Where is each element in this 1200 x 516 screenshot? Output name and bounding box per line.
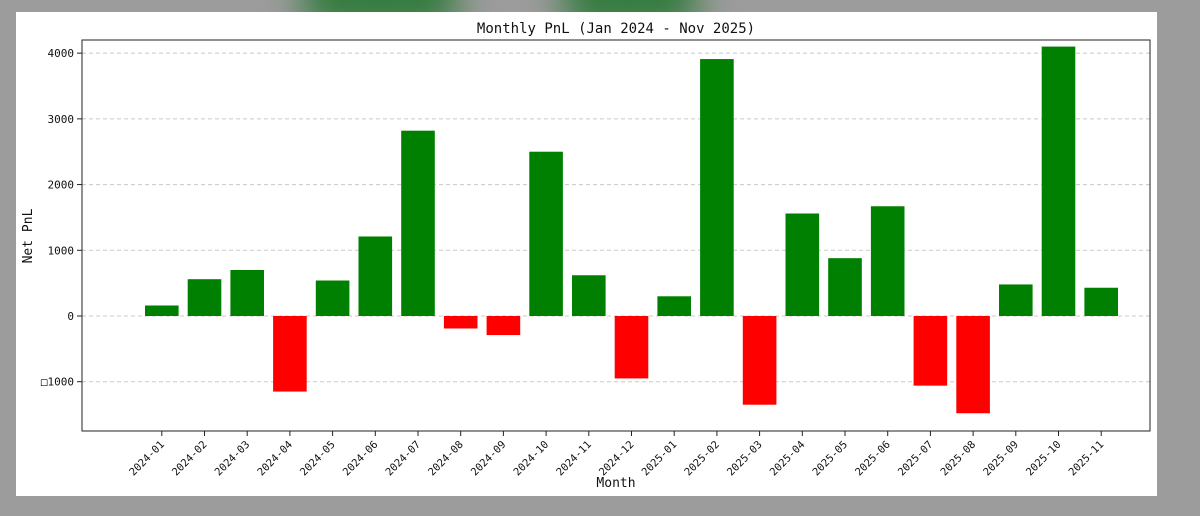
bar-2024-02: [187, 279, 222, 316]
x-tick-label: 2025-08: [938, 439, 978, 479]
x-axis-label: Month: [596, 476, 635, 491]
bar-2024-08: [443, 316, 478, 329]
x-tick-label: 2025-05: [810, 439, 850, 479]
bar-2024-04: [273, 316, 307, 392]
x-tick-label: 2024-06: [341, 439, 381, 479]
x-tick-label: 2024-01: [127, 439, 167, 479]
chart-card: □1000 0 1000 2000 3000 4000 2024-01 2024-02 202…: [16, 12, 1157, 496]
x-tick-label: 2025-10: [1024, 439, 1064, 479]
y-tick-label: 1000: [48, 244, 75, 257]
x-tick-label: 2024-11: [554, 439, 594, 479]
bar-2024-03: [230, 270, 264, 316]
x-tick-label: 2024-02: [170, 439, 210, 479]
y-tick-label: 0: [67, 310, 74, 323]
x-tick-label: 2024-04: [255, 439, 295, 479]
y-axis-label: Net PnL: [21, 208, 36, 263]
plot-frame: [81, 39, 1151, 432]
x-tick-label: 2025-01: [640, 439, 680, 479]
bar-2025-01: [657, 296, 691, 316]
chart-title: Monthly PnL (Jan 2024 - Nov 2025): [477, 21, 755, 37]
x-tick-label: 2025-02: [682, 439, 722, 479]
bar-2025-02: [700, 59, 734, 317]
bar-2024-07: [401, 130, 435, 316]
bar-2025-04: [785, 213, 820, 316]
x-tick-label: 2025-03: [725, 439, 765, 479]
bar-2025-11: [1084, 287, 1118, 316]
x-tick-label: 2025-09: [981, 439, 1021, 479]
x-tick-label: 2024-07: [383, 439, 423, 479]
bar-2025-10: [1041, 46, 1076, 316]
bar-2025-09: [999, 284, 1033, 316]
bar-2025-08: [956, 316, 990, 414]
y-tick-label: 3000: [48, 113, 75, 126]
y-tick-label: 4000: [48, 47, 75, 60]
y-tick-label: □1000: [41, 376, 74, 389]
bar-2024-05: [315, 280, 350, 316]
bar-2024-10: [529, 151, 563, 316]
x-tick-label: 2025-04: [768, 439, 808, 479]
bar-2025-03: [742, 316, 777, 405]
bar-2025-06: [870, 206, 905, 316]
x-tick-label: 2024-03: [213, 439, 253, 479]
bar-2025-05: [828, 258, 862, 316]
bar-2024-09: [486, 316, 521, 336]
bar-2025-07: [913, 316, 948, 386]
y-tick-label: 2000: [48, 179, 75, 192]
x-tick-label: 2024-12: [597, 439, 637, 479]
bar-2024-01: [145, 305, 179, 316]
x-tick-label: 2025-07: [896, 439, 936, 479]
bar-2024-06: [358, 236, 393, 316]
x-tick-label: 2024-09: [469, 439, 509, 479]
x-tick-label: 2025-11: [1067, 439, 1107, 479]
x-tick-label: 2024-10: [511, 439, 551, 479]
bar-2024-11: [572, 275, 606, 316]
bar-2024-12: [614, 316, 649, 379]
x-tick-label: 2024-08: [426, 439, 466, 479]
x-tick-label: 2024-05: [298, 439, 338, 479]
x-tick-label: 2025-06: [853, 439, 893, 479]
